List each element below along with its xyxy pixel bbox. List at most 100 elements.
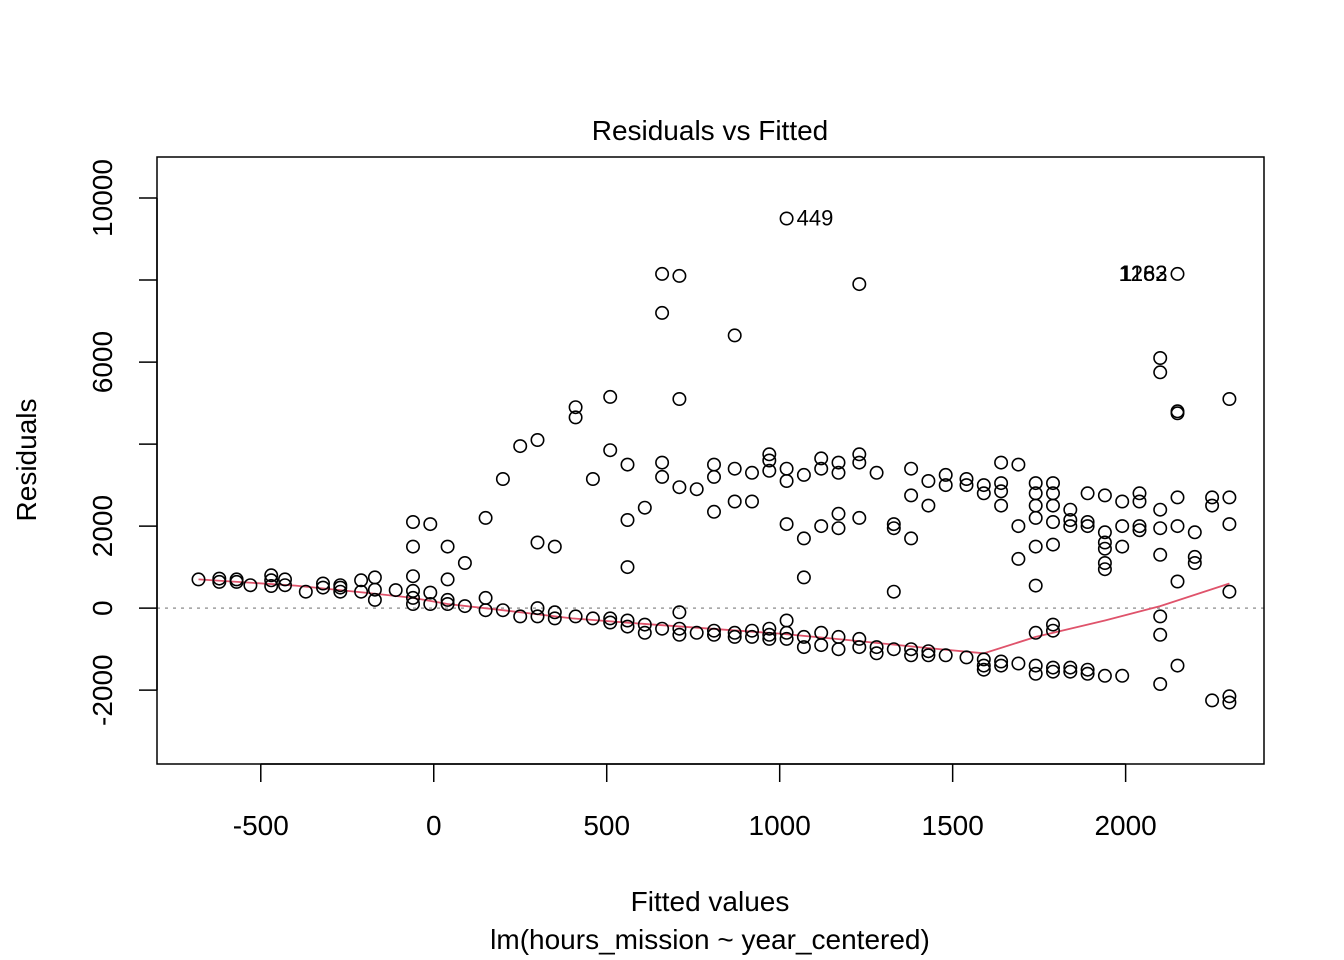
data-point bbox=[1153, 365, 1168, 380]
data-point bbox=[727, 461, 742, 476]
x-tick-label: 1500 bbox=[922, 810, 984, 841]
y-tick-label: 10000 bbox=[87, 159, 118, 237]
data-point bbox=[405, 539, 420, 554]
data-point bbox=[831, 642, 846, 657]
data-point bbox=[994, 476, 1009, 491]
data-point bbox=[585, 611, 600, 626]
data-point bbox=[277, 572, 292, 587]
data-point bbox=[367, 592, 382, 607]
data-point bbox=[243, 578, 258, 593]
data-point bbox=[869, 465, 884, 480]
data-point bbox=[1153, 609, 1168, 624]
data-point bbox=[1153, 521, 1168, 536]
data-point bbox=[1097, 668, 1112, 683]
data-point bbox=[852, 510, 867, 525]
data-point bbox=[852, 277, 867, 292]
chart-title: Residuals vs Fitted bbox=[592, 115, 829, 146]
data-point bbox=[530, 432, 545, 447]
data-point bbox=[620, 619, 635, 634]
data-point bbox=[994, 484, 1009, 499]
data-point bbox=[585, 471, 600, 486]
data-point bbox=[513, 609, 528, 624]
data-point bbox=[1115, 539, 1130, 554]
data-point bbox=[530, 609, 545, 624]
data-point bbox=[938, 478, 953, 493]
data-point bbox=[1028, 539, 1043, 554]
data-point bbox=[264, 578, 279, 593]
data-point bbox=[191, 572, 206, 587]
data-point bbox=[938, 467, 953, 482]
data-point bbox=[779, 517, 794, 532]
data-point bbox=[994, 658, 1009, 673]
data-point bbox=[1153, 350, 1168, 365]
data-point bbox=[689, 482, 704, 497]
data-point bbox=[779, 473, 794, 488]
data-point bbox=[388, 583, 403, 598]
data-point bbox=[1063, 502, 1078, 517]
data-point bbox=[706, 623, 721, 638]
point-label: 1163 bbox=[1120, 261, 1167, 286]
data-point bbox=[886, 517, 901, 532]
data-point bbox=[706, 627, 721, 642]
data-point bbox=[744, 623, 759, 638]
point-label: 449 bbox=[797, 206, 834, 231]
data-point bbox=[547, 539, 562, 554]
data-point bbox=[1011, 519, 1026, 534]
data-point bbox=[405, 596, 420, 611]
data-point bbox=[530, 601, 545, 616]
data-point bbox=[568, 410, 583, 425]
data-point bbox=[796, 640, 811, 655]
data-point bbox=[904, 648, 919, 663]
data-point bbox=[440, 596, 455, 611]
data-point bbox=[1028, 578, 1043, 593]
data-point bbox=[1046, 476, 1061, 491]
data-point bbox=[904, 461, 919, 476]
data-point bbox=[1170, 266, 1185, 281]
data-point bbox=[672, 605, 687, 620]
data-point bbox=[852, 640, 867, 655]
data-point bbox=[655, 266, 670, 281]
data-point bbox=[1046, 623, 1061, 638]
data-point bbox=[333, 580, 348, 595]
data-point bbox=[315, 580, 330, 595]
data-point bbox=[637, 625, 652, 640]
data-point bbox=[1046, 617, 1061, 632]
data-point bbox=[1153, 627, 1168, 642]
x-tick-label: 0 bbox=[426, 810, 442, 841]
data-point bbox=[620, 457, 635, 472]
data-point bbox=[264, 573, 279, 588]
data-point bbox=[886, 521, 901, 536]
data-point bbox=[1153, 676, 1168, 691]
data-point bbox=[706, 469, 721, 484]
data-point bbox=[1063, 660, 1078, 675]
data-point bbox=[1011, 656, 1026, 671]
data-point bbox=[212, 574, 227, 589]
data-point bbox=[762, 453, 777, 468]
data-point bbox=[1222, 391, 1237, 406]
data-point bbox=[603, 615, 618, 630]
data-point bbox=[762, 621, 777, 636]
data-point bbox=[1046, 537, 1061, 552]
data-point bbox=[1063, 512, 1078, 527]
data-point bbox=[762, 447, 777, 462]
data-point bbox=[1063, 664, 1078, 679]
data-point bbox=[762, 631, 777, 646]
data-point bbox=[637, 500, 652, 515]
data-point bbox=[1028, 658, 1043, 673]
data-point bbox=[779, 631, 794, 646]
data-point bbox=[1222, 584, 1237, 599]
data-point bbox=[568, 609, 583, 624]
data-point bbox=[959, 478, 974, 493]
data-point bbox=[1011, 457, 1026, 472]
data-point bbox=[655, 621, 670, 636]
data-point bbox=[672, 391, 687, 406]
data-point bbox=[637, 617, 652, 632]
data-point bbox=[1222, 689, 1237, 704]
data-point bbox=[264, 568, 279, 583]
data-point bbox=[831, 521, 846, 536]
data-point bbox=[1153, 502, 1168, 517]
data-point bbox=[727, 625, 742, 640]
data-point bbox=[1046, 660, 1061, 675]
data-point bbox=[1170, 574, 1185, 589]
